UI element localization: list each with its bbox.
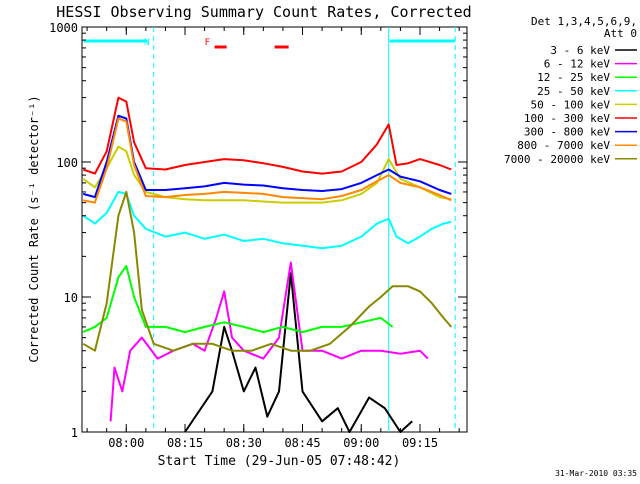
x-axis-label: Start Time (29-Jun-05 07:48:42) — [158, 454, 401, 469]
series-line-5 — [82, 96, 452, 175]
y-tick-label: 10 — [64, 291, 78, 305]
legend-label: 12 - 25 keV — [537, 71, 610, 84]
legend-label: 3 - 6 keV — [550, 44, 610, 57]
series-line-2 — [82, 264, 394, 334]
y-tick-label: 1000 — [49, 21, 78, 35]
legend-label: 6 - 12 keV — [544, 58, 611, 71]
footer-timestamp: 31-Mar-2010 03:35 — [555, 469, 637, 478]
x-tick-label: 08:45 — [284, 436, 320, 450]
x-tick-label: 08:00 — [108, 436, 144, 450]
series-line-6 — [82, 114, 452, 199]
series-line-1 — [109, 261, 429, 422]
x-tick-label: 08:15 — [167, 436, 203, 450]
y-tick-label: 100 — [56, 156, 78, 170]
annotation-label: N — [144, 38, 149, 48]
axis-layer: 08:00 08:15 08:30 08:45 09:00 09:15 1 10 100 1000 — [49, 21, 467, 450]
series-layer — [82, 96, 453, 433]
legend-label: 800 - 7000 keV — [517, 139, 610, 152]
legend-label: 100 - 300 keV — [524, 112, 610, 125]
legend-label: 50 - 100 keV — [531, 98, 611, 111]
series-line-0 — [184, 272, 413, 433]
legend-label: 7000 - 20000 keV — [504, 153, 610, 166]
legend-label: 25 - 50 keV — [537, 85, 610, 98]
x-tick-label: 09:00 — [343, 436, 379, 450]
plot-frame — [81, 26, 468, 433]
legend-header: Att 0 — [604, 27, 637, 40]
series-line-8 — [82, 190, 453, 352]
legend-header: Det 1,3,4,5,6,9, — [531, 15, 637, 28]
y-tick-label: 1 — [71, 426, 78, 440]
chart-title: HESSI Observing Summary Count Rates, Cor… — [56, 3, 471, 21]
series-line-3 — [82, 190, 452, 250]
annotation-label: F — [205, 38, 210, 48]
series-line-7 — [83, 117, 452, 204]
x-tick-label: 09:15 — [402, 436, 438, 450]
x-tick-label: 08:30 — [226, 436, 262, 450]
series-line-4 — [82, 145, 452, 204]
legend-label: 300 - 800 keV — [524, 126, 610, 139]
y-axis-label: Corrected Count Rate (s⁻¹ detector⁻¹) — [27, 95, 41, 362]
